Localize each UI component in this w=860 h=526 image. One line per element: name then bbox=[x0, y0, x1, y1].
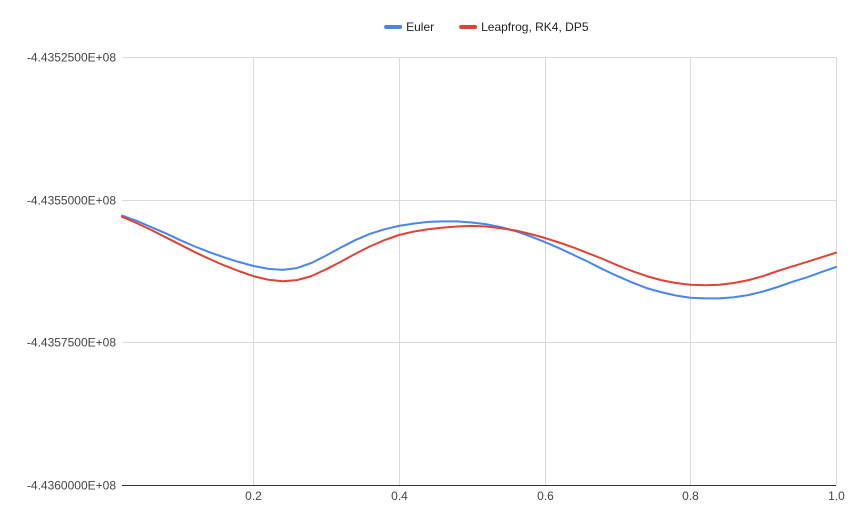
y-tick-label: -4.4357500E+08 bbox=[27, 336, 116, 350]
series-line-leapfrog-rk4-dp5 bbox=[121, 215, 837, 287]
x-tick-label: 0.6 bbox=[537, 489, 554, 503]
series-line-euler bbox=[121, 214, 837, 300]
x-tick-label: 0.8 bbox=[682, 489, 699, 503]
legend-label: Euler bbox=[406, 20, 434, 34]
x-tick-label: 0.2 bbox=[245, 489, 262, 503]
y-tick-label: -4.4355000E+08 bbox=[27, 194, 116, 208]
legend: Euler Leapfrog, RK4, DP5 bbox=[384, 20, 589, 34]
y-tick-label: -4.4352500E+08 bbox=[27, 51, 116, 65]
tick-labels: -4.4352500E+08 -4.4355000E+08 -4.4357500E+… bbox=[27, 51, 845, 504]
x-tick-label: 0.4 bbox=[391, 489, 408, 503]
series-lines bbox=[121, 214, 837, 300]
legend-label: Leapfrog, RK4, DP5 bbox=[481, 20, 589, 34]
x-tick-label: 1.0 bbox=[828, 489, 845, 503]
grid bbox=[122, 57, 837, 485]
y-tick-label: -4.4360000E+08 bbox=[27, 479, 116, 493]
